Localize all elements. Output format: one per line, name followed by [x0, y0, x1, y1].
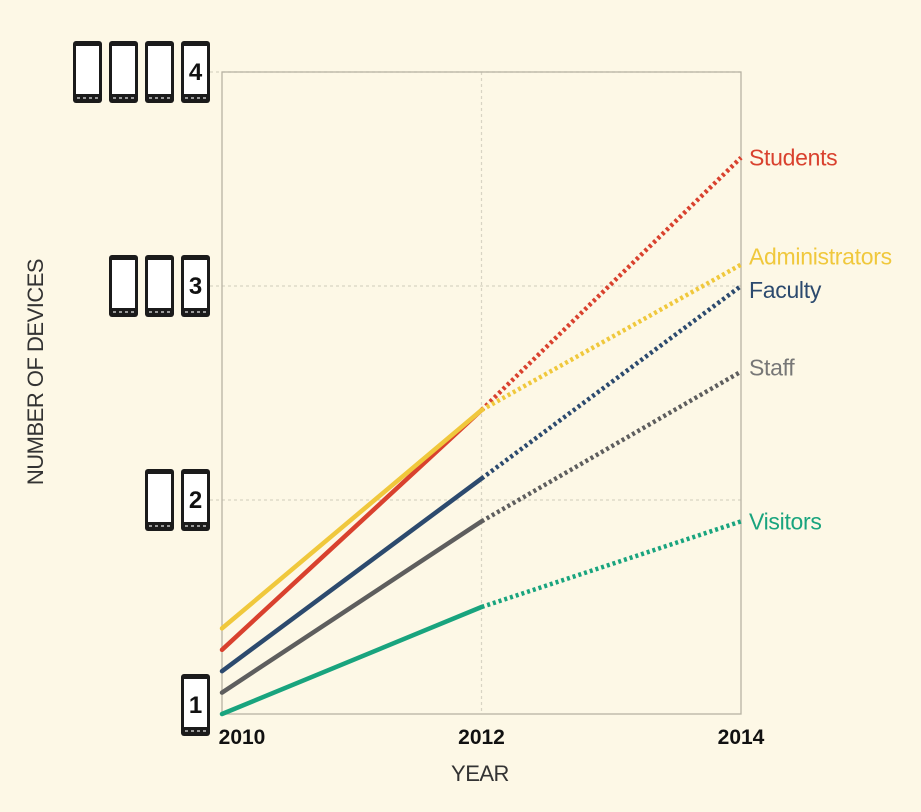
phone-screen: [184, 260, 207, 308]
x-tick-label: 2014: [718, 726, 765, 749]
phone-button: [167, 97, 170, 99]
y-axis-title: NUMBER OF DEVICES: [23, 259, 48, 485]
phone-button: [119, 97, 122, 99]
phone-button: [89, 97, 92, 99]
phone-icon: [145, 469, 174, 531]
plot-border: [221, 71, 742, 715]
phone-screen: [76, 46, 99, 94]
phone-button: [185, 730, 188, 732]
phone-screen: [184, 46, 207, 94]
series-administrators: [219, 262, 743, 631]
phone-screen: [112, 260, 135, 308]
series-labels: Students Administrators Faculty Staff Visito…: [749, 145, 892, 535]
phone-button: [149, 311, 152, 313]
series-lines: [219, 155, 743, 717]
y-tick-label: 4: [189, 59, 203, 86]
phone-icon: [109, 255, 138, 317]
phone-button: [113, 97, 116, 99]
device-icons: [73, 41, 210, 736]
phone-button: [161, 311, 164, 313]
phone-screen: [112, 46, 135, 94]
phone-button: [161, 525, 164, 527]
series-label-faculty: Faculty: [749, 277, 822, 303]
x-tick-label: 2012: [458, 726, 505, 749]
phone-button: [119, 311, 122, 313]
series-label-students: Students: [749, 145, 837, 171]
series-line-solid: [219, 604, 484, 717]
phone-button: [83, 97, 86, 99]
phone-button: [191, 311, 194, 313]
y-tick-label: 1: [189, 692, 202, 719]
phone-button: [191, 730, 194, 732]
plot-frame: [221, 71, 742, 715]
grid: [210, 71, 741, 714]
phone-icon: [73, 41, 102, 103]
phone-button: [197, 730, 200, 732]
phone-button: [197, 525, 200, 527]
series-line-solid: [219, 407, 484, 653]
y-tick-labels: 1 2 3 4: [189, 59, 203, 719]
phone-button: [155, 97, 158, 99]
series-visitors: [219, 519, 742, 717]
phone-icon: [181, 674, 210, 736]
phone-button: [155, 525, 158, 527]
phone-button: [155, 311, 158, 313]
phone-button: [131, 97, 134, 99]
phone-button: [161, 97, 164, 99]
series-line-dotted: [480, 519, 742, 610]
phone-button: [203, 730, 206, 732]
phone-button: [185, 525, 188, 527]
series-label-administrators: Administrators: [749, 244, 892, 270]
series-line-dotted: [480, 284, 743, 481]
phone-button: [149, 97, 152, 99]
phone-button: [125, 311, 128, 313]
series-line-solid: [219, 519, 484, 695]
phone-button: [131, 311, 134, 313]
phone-icon: [145, 41, 174, 103]
series-line-dotted: [479, 155, 743, 412]
phone-button: [197, 97, 200, 99]
series-line-dotted: [480, 369, 743, 524]
series-line-solid: [219, 407, 484, 631]
series-students: [219, 155, 743, 653]
phone-button: [95, 97, 98, 99]
y-tick-label: 3: [189, 273, 202, 300]
phone-icon: [145, 255, 174, 317]
phone-screen: [148, 474, 171, 522]
phone-button: [203, 525, 206, 527]
phone-button: [185, 311, 188, 313]
phone-icon: [181, 469, 210, 531]
y-tick-label: 2: [189, 487, 202, 514]
phone-screen: [148, 46, 171, 94]
series-label-visitors: Visitors: [749, 508, 822, 534]
phone-button: [167, 525, 170, 527]
phone-screen: [184, 474, 207, 522]
x-axis-title: YEAR: [451, 761, 509, 786]
series-line-dotted: [480, 262, 743, 413]
phone-icon: [181, 41, 210, 103]
phone-button: [203, 97, 206, 99]
phone-button: [167, 311, 170, 313]
phone-button: [203, 311, 206, 313]
phone-button: [149, 525, 152, 527]
series-faculty: [219, 284, 743, 674]
phone-icon: [181, 255, 210, 317]
phone-button: [113, 311, 116, 313]
x-tick-labels: 2010 2012 2014: [219, 726, 765, 749]
phone-button: [185, 97, 188, 99]
phone-button: [125, 97, 128, 99]
series-label-staff: Staff: [749, 355, 795, 381]
series-staff: [219, 369, 743, 695]
x-tick-label: 2010: [219, 726, 266, 749]
phone-button: [191, 525, 194, 527]
phone-screen: [184, 679, 207, 727]
phone-icon: [109, 41, 138, 103]
phone-screen: [148, 260, 171, 308]
phone-button: [191, 97, 194, 99]
phone-button: [197, 311, 200, 313]
series-line-solid: [219, 476, 484, 674]
phone-button: [77, 97, 80, 99]
